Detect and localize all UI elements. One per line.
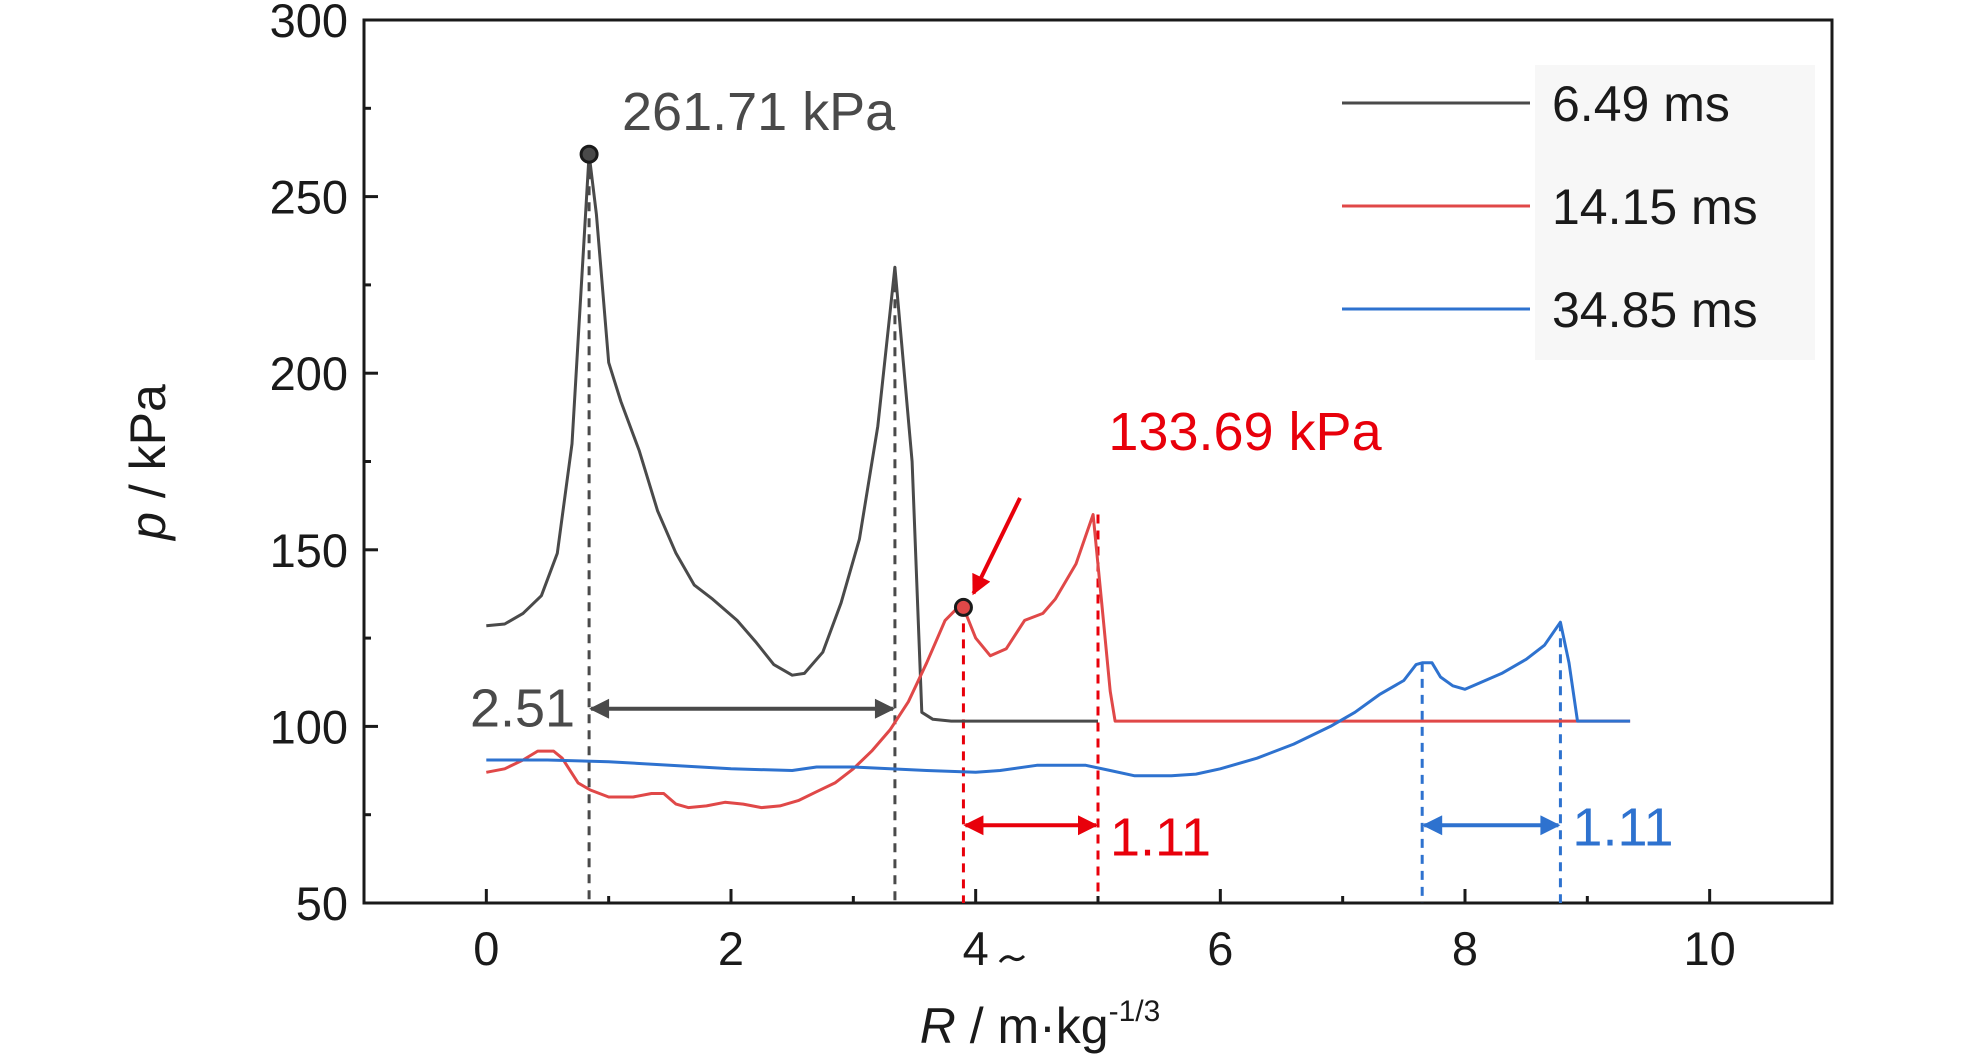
dashed-guides [587,154,1562,903]
x-tick-label: 2 [718,922,744,975]
series-line-2 [486,513,1631,810]
y-tick-label: 150 [270,524,348,577]
series-line-1 [486,152,1098,723]
x-tick-label: 8 [1452,922,1478,975]
peak-marker [953,597,973,617]
y-tick-label: 100 [270,700,348,753]
y-tick-label: 300 [270,0,348,47]
peak-label-black: 261.71 kPa [622,82,896,142]
distance-label-blue: 1.11 [1572,797,1673,857]
axis-ticks: 0 2 4 6 8 10 50 100 150 200 250 300 [270,0,1834,975]
distance-label-red: 1.11 [1110,807,1211,867]
peak-markers [579,144,973,617]
y-axis-title: p / kPa [120,384,176,542]
legend: 6.49 ms 14.15 ms 34.85 ms [1342,65,1815,360]
y-tick-label: 50 [296,877,348,930]
annotations: 261.71 kPa 133.69 kPa 2.51 1.11 1.11 [470,82,1674,867]
x-tick-label: 10 [1684,922,1736,975]
peak-pointer-arrow [971,497,1022,596]
legend-label-3: 34.85 ms [1552,282,1758,338]
x-tick-label: 0 [473,922,499,975]
x-tick-label: 6 [1207,922,1233,975]
legend-label-2: 14.15 ms [1552,179,1758,235]
x-axis-title-tilde [998,954,1026,963]
series-line-3 [486,620,1631,778]
legend-box [1535,65,1815,360]
legend-label-1: 6.49 ms [1552,76,1730,132]
peak-label-red: 133.69 kPa [1108,402,1382,462]
series-lines [486,152,1631,810]
x-tick-label: 4 [963,922,989,975]
y-tick-label: 250 [270,171,348,224]
distance-label-black: 2.51 [470,679,575,739]
peak-marker [579,144,599,164]
x-axis-title: R / m·kg-1/3 [920,995,1161,1054]
y-tick-label: 200 [270,347,348,400]
